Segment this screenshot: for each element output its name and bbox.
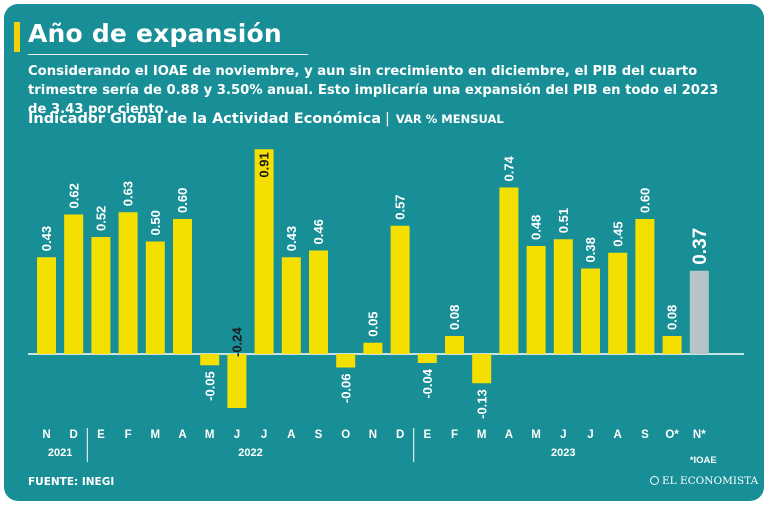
chart-unit-label: VAR % MENSUAL bbox=[395, 112, 504, 126]
x-tick-label: J bbox=[234, 429, 240, 441]
x-tick-label: S bbox=[315, 429, 323, 441]
bar bbox=[173, 219, 192, 354]
bar-value-label: 0.60 bbox=[637, 188, 652, 213]
x-tick-label: O bbox=[341, 429, 350, 441]
publisher-logo: EL ECONOMISTA bbox=[650, 475, 758, 487]
bar bbox=[581, 268, 600, 354]
bar-chart: 0.43 N 0.62 D 0.52 E 0.63 F 0.50 M 0.60 A -0.05 M -0.2… bbox=[28, 149, 744, 466]
x-tick-label: J bbox=[560, 429, 566, 441]
bar-value-label: 0.43 bbox=[39, 226, 54, 251]
bar-value-label: -0.13 bbox=[474, 389, 489, 419]
bar bbox=[526, 246, 546, 354]
x-tick-label: J bbox=[587, 429, 593, 441]
bar-value-label: 0.05 bbox=[365, 311, 380, 336]
title-underline bbox=[28, 54, 308, 55]
bar-value-label: 0.52 bbox=[93, 206, 108, 231]
bar-value-label: 0.62 bbox=[66, 183, 81, 208]
infographic-card: Año de expansión Considerando el IOAE de… bbox=[4, 4, 764, 501]
x-tick-label: D bbox=[70, 429, 78, 441]
bar-value-label: 0.43 bbox=[284, 226, 299, 251]
bar bbox=[37, 257, 56, 354]
bar-value-label: -0.05 bbox=[202, 371, 217, 401]
x-tick-label: N* bbox=[693, 429, 706, 441]
x-tick-label: N bbox=[369, 429, 377, 441]
title-accent-bar bbox=[14, 22, 20, 52]
year-label: 2023 bbox=[551, 447, 575, 459]
x-tick-label: A bbox=[178, 429, 186, 441]
bar-value-label: -0.06 bbox=[338, 374, 353, 404]
x-tick-label: M bbox=[151, 429, 161, 441]
bar bbox=[445, 336, 464, 354]
bar bbox=[91, 237, 111, 354]
bar-value-label: 0.51 bbox=[556, 208, 571, 233]
bar bbox=[608, 252, 628, 354]
bar bbox=[553, 239, 573, 354]
bar-value-label: -0.24 bbox=[229, 327, 244, 357]
bar-value-label: 0.48 bbox=[529, 215, 544, 240]
bar-value-label: 0.45 bbox=[610, 221, 625, 246]
bar bbox=[118, 212, 138, 354]
logo-icon bbox=[650, 476, 659, 485]
x-tick-label: A bbox=[614, 429, 622, 441]
bar bbox=[635, 219, 655, 354]
x-tick-label: M bbox=[531, 429, 541, 441]
year-label: 2022 bbox=[238, 447, 262, 459]
bar-value-label: 0.57 bbox=[393, 194, 408, 219]
x-tick-label: O* bbox=[665, 429, 679, 441]
bar bbox=[363, 342, 383, 354]
logo-text: EL ECONOMISTA bbox=[662, 475, 759, 487]
x-tick-label: F bbox=[451, 429, 458, 441]
bar bbox=[200, 354, 220, 366]
bar bbox=[309, 250, 328, 354]
x-tick-label: E bbox=[423, 429, 431, 441]
bar bbox=[145, 241, 165, 354]
bar bbox=[689, 270, 709, 354]
bar bbox=[281, 257, 301, 354]
x-tick-label: E bbox=[97, 429, 105, 441]
footnote-ioae: *IOAE bbox=[690, 455, 717, 466]
bar-value-label: 0.63 bbox=[121, 181, 136, 206]
page-subtitle: Considerando el IOAE de noviembre, y aun… bbox=[28, 64, 719, 117]
bar bbox=[662, 336, 682, 354]
bar bbox=[417, 354, 437, 363]
x-tick-label: N bbox=[42, 429, 50, 441]
page-title: Año de expansión bbox=[28, 19, 282, 48]
bar-value-label: 0.08 bbox=[665, 305, 680, 330]
chart-heading: Indicador Global de la Actividad Económi… bbox=[28, 111, 504, 127]
bar-value-label: 0.50 bbox=[148, 210, 163, 235]
heading-separator: | bbox=[385, 111, 390, 127]
bar bbox=[390, 225, 410, 354]
bar-value-label: 0.60 bbox=[175, 188, 190, 213]
bar bbox=[64, 214, 84, 354]
x-tick-label: A bbox=[287, 429, 295, 441]
bar-value-label: -0.04 bbox=[420, 368, 435, 398]
chart-title: Indicador Global de la Actividad Económi… bbox=[28, 111, 382, 127]
source-note: FUENTE: INEGI bbox=[28, 476, 115, 488]
x-tick-label: M bbox=[205, 429, 215, 441]
bar bbox=[499, 187, 519, 354]
bar-value-label: 0.08 bbox=[447, 305, 462, 330]
bar-value-label: 0.91 bbox=[257, 152, 272, 177]
bar-value-label: 0.38 bbox=[583, 237, 598, 262]
year-label: 2021 bbox=[48, 447, 72, 459]
x-tick-label: J bbox=[261, 429, 267, 441]
bar bbox=[254, 149, 274, 354]
x-tick-label: S bbox=[641, 429, 649, 441]
bar bbox=[227, 354, 247, 408]
x-tick-label: F bbox=[125, 429, 132, 441]
x-tick-label: D bbox=[396, 429, 404, 441]
bar bbox=[472, 354, 492, 384]
bar-value-label: 0.46 bbox=[311, 219, 326, 244]
bar bbox=[336, 354, 356, 368]
bar-value-label: 0.37 bbox=[690, 228, 711, 265]
x-tick-label: A bbox=[505, 429, 513, 441]
bar-value-label: 0.74 bbox=[501, 155, 516, 181]
x-tick-label: M bbox=[477, 429, 487, 441]
